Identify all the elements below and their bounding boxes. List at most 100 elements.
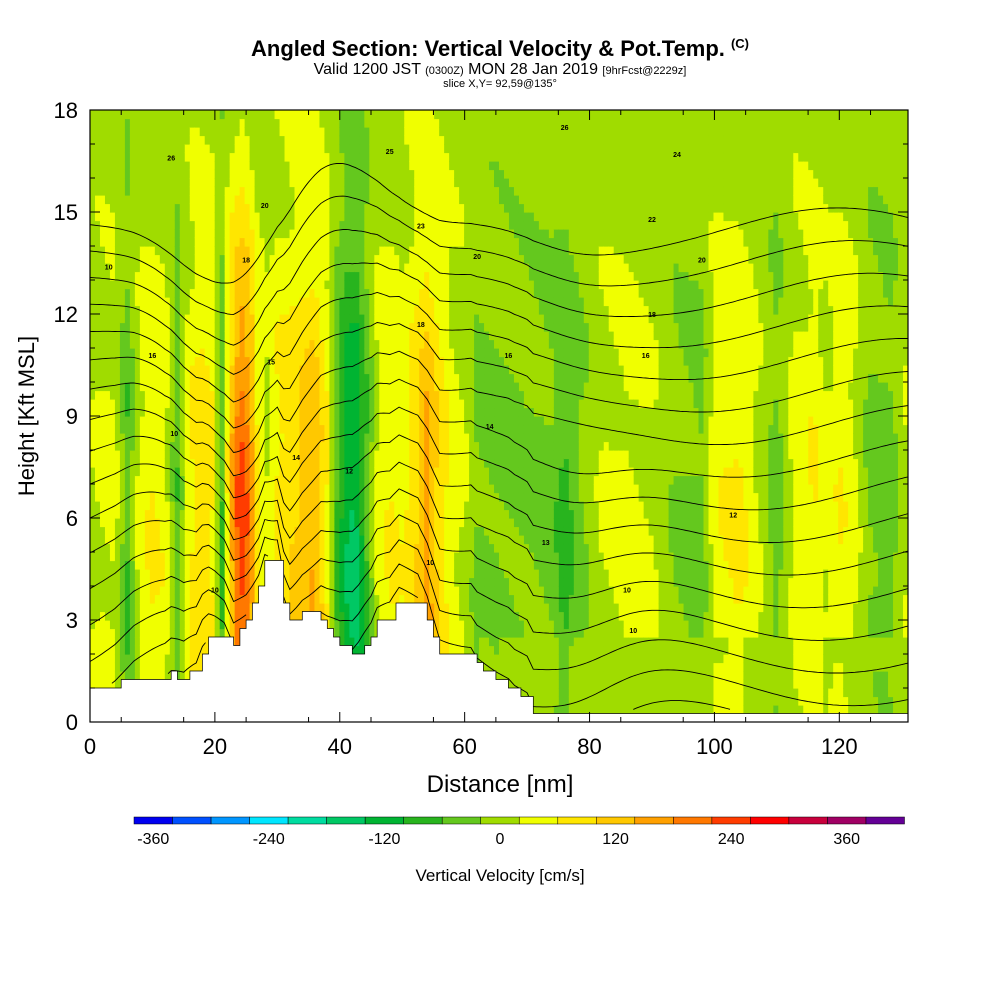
velocity-cell [374, 569, 380, 579]
velocity-cell [194, 577, 201, 587]
velocity-cell [94, 611, 101, 621]
velocity-cell [104, 220, 111, 230]
velocity-cell [144, 348, 151, 358]
velocity-cell [114, 475, 121, 485]
velocity-cell [339, 169, 345, 179]
velocity-cell [219, 246, 226, 256]
velocity-cell [189, 382, 196, 392]
velocity-cell [174, 178, 181, 188]
velocity-cell [199, 399, 206, 409]
velocity-cell [369, 407, 375, 417]
velocity-cell [354, 297, 360, 307]
velocity-cell [244, 475, 251, 485]
velocity-cell [174, 509, 181, 519]
velocity-cell [139, 390, 146, 400]
velocity-cell [159, 203, 166, 213]
velocity-cell [99, 679, 106, 689]
velocity-cell [379, 220, 385, 230]
velocity-cell [359, 373, 365, 383]
velocity-cell [99, 144, 106, 154]
velocity-cell [229, 475, 236, 485]
velocity-cell [104, 161, 111, 171]
velocity-cell [329, 603, 335, 613]
velocity-cell [304, 339, 311, 349]
velocity-cell [159, 518, 166, 528]
velocity-cell [304, 586, 311, 596]
velocity-cell [164, 441, 171, 451]
velocity-cell [344, 373, 350, 383]
velocity-cell [219, 492, 226, 502]
velocity-cell [349, 424, 355, 434]
velocity-cell [269, 280, 276, 290]
velocity-cell [90, 492, 96, 502]
velocity-cell [149, 382, 156, 392]
velocity-cell [319, 339, 326, 349]
velocity-cell [409, 348, 415, 358]
velocity-cell [134, 620, 141, 630]
velocity-cell [129, 118, 136, 128]
velocity-cell [249, 203, 256, 213]
velocity-cell [259, 424, 266, 434]
velocity-cell [264, 509, 271, 519]
velocity-cell [124, 322, 131, 332]
velocity-cell [354, 611, 360, 621]
velocity-cell [344, 518, 350, 528]
velocity-cell [174, 628, 181, 638]
velocity-cell [364, 229, 370, 239]
velocity-cell [319, 178, 326, 188]
velocity-cell [214, 535, 221, 545]
velocity-cell [334, 322, 340, 332]
velocity-cell [314, 467, 321, 477]
velocity-cell [90, 620, 96, 630]
velocity-cell [344, 407, 350, 417]
velocity-cell [159, 144, 166, 154]
velocity-cell [429, 407, 435, 417]
velocity-cell [204, 178, 211, 188]
velocity-cell [324, 314, 331, 324]
velocity-cell [334, 535, 340, 545]
velocity-cell [154, 586, 161, 596]
velocity-cell [274, 552, 281, 562]
velocity-cell [134, 195, 141, 205]
velocity-cell [289, 288, 296, 298]
velocity-cell [339, 297, 345, 307]
velocity-cell [429, 441, 435, 451]
velocity-cell [179, 135, 186, 145]
velocity-cell [254, 543, 261, 553]
velocity-cell [399, 586, 405, 596]
velocity-cell [414, 169, 420, 179]
velocity-cell [424, 212, 430, 222]
velocity-cell [194, 603, 201, 613]
velocity-cell [289, 373, 296, 383]
velocity-cell [134, 501, 141, 511]
velocity-cell [414, 450, 420, 460]
velocity-cell [319, 569, 326, 579]
velocity-cell [149, 569, 156, 579]
velocity-cell [314, 314, 321, 324]
velocity-cell [399, 577, 405, 587]
velocity-cell [419, 220, 425, 230]
velocity-cell [349, 475, 355, 485]
velocity-cell [179, 118, 186, 128]
velocity-cell [249, 441, 256, 451]
velocity-cell [224, 203, 231, 213]
velocity-cell [319, 161, 326, 171]
velocity-cell [104, 280, 111, 290]
velocity-cell [179, 331, 186, 341]
velocity-cell [139, 356, 146, 366]
velocity-cell [339, 152, 345, 162]
velocity-cell [429, 382, 435, 392]
velocity-cell [169, 424, 176, 434]
velocity-cell [389, 484, 395, 494]
velocity-cell [349, 280, 355, 290]
velocity-cell [94, 305, 101, 315]
velocity-cell [349, 407, 355, 417]
velocity-cell [144, 552, 151, 562]
velocity-cell [219, 220, 226, 230]
velocity-cell [254, 518, 261, 528]
velocity-cell [169, 356, 176, 366]
velocity-cell [384, 314, 390, 324]
velocity-cell [199, 501, 206, 511]
velocity-cell [344, 331, 350, 341]
velocity-cell [299, 577, 306, 587]
